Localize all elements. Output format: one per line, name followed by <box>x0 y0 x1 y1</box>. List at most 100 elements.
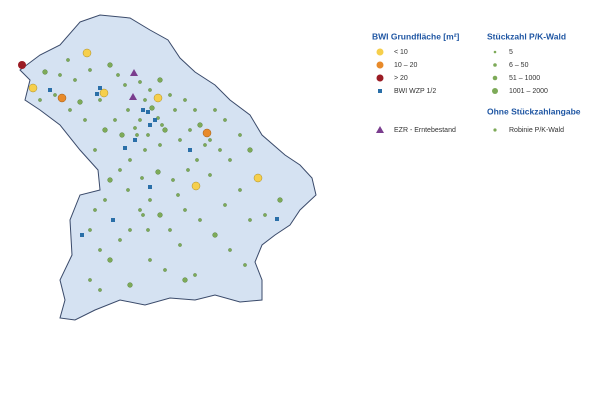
wzp-point <box>146 110 150 114</box>
wzp-point <box>98 86 102 90</box>
forest-point <box>182 277 188 283</box>
legend-symbol <box>376 126 384 133</box>
forest-point <box>148 88 152 92</box>
wzp-point <box>95 92 99 96</box>
forest-point <box>42 69 48 75</box>
forest-point <box>203 143 207 147</box>
forest-point <box>126 108 130 112</box>
forest-point <box>128 228 132 232</box>
legend-label: < 10 <box>394 49 408 56</box>
forest-point <box>107 177 113 183</box>
forest-point <box>228 248 232 252</box>
forest-point <box>140 176 144 180</box>
forest-point <box>197 122 203 128</box>
forest-point <box>178 243 182 247</box>
forest-point <box>107 257 113 263</box>
forest-point <box>193 108 197 112</box>
forest-point <box>98 98 102 102</box>
legend-symbol <box>376 48 384 56</box>
forest-point <box>212 232 218 238</box>
forest-point <box>123 83 127 87</box>
size-point <box>99 88 109 98</box>
forest-point <box>195 158 199 162</box>
forest-point <box>118 238 122 242</box>
legend-symbol <box>492 75 498 81</box>
forest-point <box>138 208 142 212</box>
forest-point <box>119 132 125 138</box>
forest-point <box>171 178 175 182</box>
forest-point <box>168 228 172 232</box>
forest-point <box>83 118 87 122</box>
size-point <box>202 128 212 138</box>
forest-point <box>58 73 62 77</box>
forest-point <box>223 118 227 122</box>
forest-point <box>88 228 92 232</box>
forest-point <box>155 169 161 175</box>
forest-point <box>68 108 72 112</box>
forest-point <box>138 118 142 122</box>
forest-point <box>160 123 164 127</box>
forest-point <box>133 126 137 130</box>
forest-point <box>88 278 92 282</box>
forest-point <box>186 168 190 172</box>
forest-point <box>98 248 102 252</box>
ezr-point <box>130 69 138 76</box>
forest-point <box>103 198 107 202</box>
legend-label: 51 – 1000 <box>509 75 540 82</box>
size-point <box>82 48 92 58</box>
wzp-point <box>48 88 52 92</box>
forest-point <box>183 208 187 212</box>
legend-label: 10 – 20 <box>394 62 417 69</box>
legend-label: EZR - Erntebestand <box>394 127 456 134</box>
bavaria-outline <box>19 14 317 321</box>
forest-point <box>228 158 232 162</box>
forest-point <box>248 218 252 222</box>
forest-point <box>38 98 42 102</box>
legend-label: > 20 <box>394 75 408 82</box>
forest-point <box>193 273 197 277</box>
forest-point <box>263 213 267 217</box>
forest-point <box>141 213 145 217</box>
wzp-point <box>275 217 279 221</box>
size-point <box>57 93 67 103</box>
forest-point <box>143 148 147 152</box>
wzp-point <box>153 118 157 122</box>
wzp-point <box>148 185 152 189</box>
forest-point <box>247 147 253 153</box>
wzp-point <box>148 123 152 127</box>
forest-point <box>158 143 162 147</box>
forest-point <box>53 93 57 97</box>
size-point <box>253 173 263 183</box>
forest-point <box>213 108 217 112</box>
forest-point <box>208 138 212 142</box>
wzp-point <box>141 108 145 112</box>
forest-point <box>238 133 242 137</box>
legend-label: 5 <box>509 49 513 56</box>
forest-point <box>126 188 130 192</box>
forest-point <box>107 62 113 68</box>
forest-point <box>127 282 133 288</box>
forest-point <box>73 78 77 82</box>
forest-point <box>173 108 177 112</box>
forest-point <box>93 208 97 212</box>
forest-point <box>243 263 247 267</box>
forest-point <box>149 105 155 111</box>
legend-label: BWI WZP 1/2 <box>394 88 436 95</box>
forest-point <box>183 98 187 102</box>
forest-point <box>157 77 163 83</box>
forest-point <box>208 173 212 177</box>
forest-point <box>77 99 83 105</box>
legend-label: Robinie P/K-Wald <box>509 127 564 134</box>
wzp-point <box>188 148 192 152</box>
legend-title: BWI Grundfläche [m²] <box>372 31 460 41</box>
forest-point <box>135 133 139 137</box>
forest-point <box>162 127 168 133</box>
size-point <box>191 181 201 191</box>
forest-point <box>88 68 92 72</box>
legend-symbol <box>492 88 498 94</box>
legend-title: Stückzahl P/K-Wald <box>487 31 566 41</box>
size-point <box>153 93 163 103</box>
forest-point <box>277 197 283 203</box>
forest-point <box>146 133 150 137</box>
